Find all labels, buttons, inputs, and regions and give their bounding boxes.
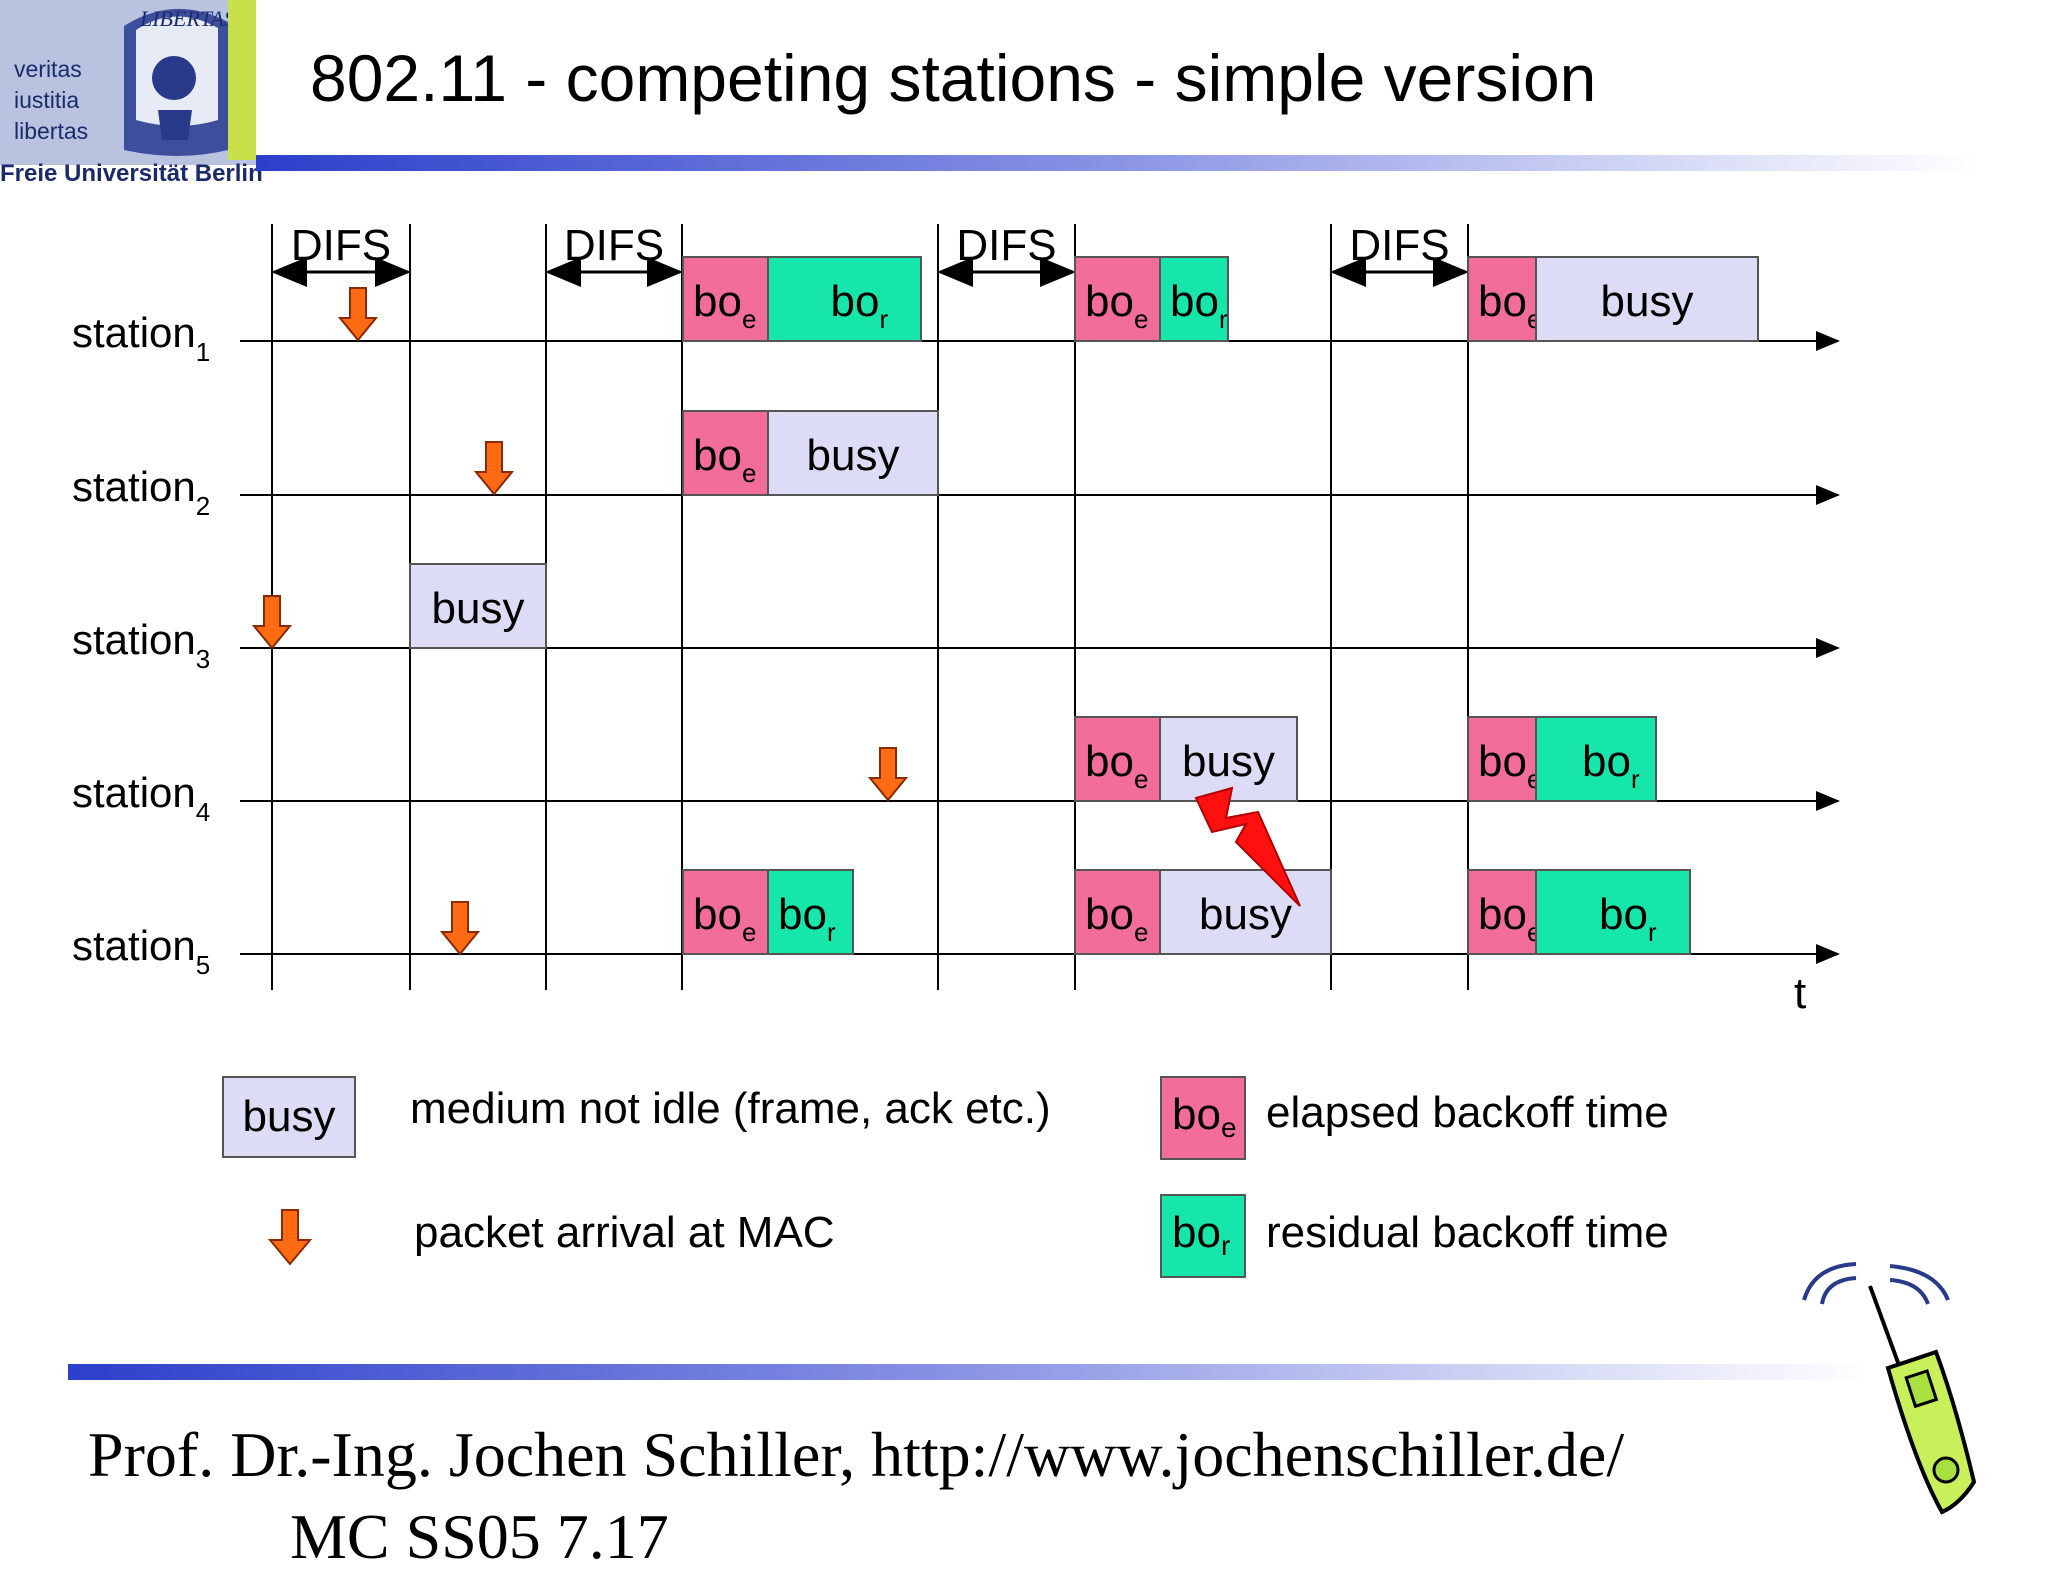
collision-lightning-icon xyxy=(1194,786,1301,907)
busy-period xyxy=(1159,869,1332,955)
backoff-label: bor xyxy=(831,277,889,334)
busy-label: busy xyxy=(1182,737,1275,786)
backoff-elapsed-segment xyxy=(682,256,769,342)
packet-arrival-icon xyxy=(337,287,379,342)
backoff-label: bor xyxy=(778,890,836,947)
backoff-residual-segment xyxy=(767,869,854,955)
backoff-elapsed-segment xyxy=(1074,716,1161,802)
busy-period xyxy=(1159,716,1298,802)
seal-icon: LIBERTAS xyxy=(124,6,232,156)
busy-label: busy xyxy=(807,431,900,480)
difs-label: DIFS xyxy=(1349,221,1449,270)
packet-arrival-icon xyxy=(473,441,515,496)
legend-busy-swatch: busy xyxy=(222,1076,356,1158)
footer-author: Prof. Dr.-Ing. Jochen Schiller, http://w… xyxy=(88,1419,1625,1490)
legend-bor-swatch: bor xyxy=(1160,1194,1246,1278)
difs-label: DIFS xyxy=(956,221,1056,270)
backoff-residual-segment xyxy=(1535,869,1691,955)
backoff-elapsed-segment xyxy=(1467,716,1537,802)
station-label: station2 xyxy=(72,463,210,521)
logo-word: veritas xyxy=(14,56,82,82)
station-label: station3 xyxy=(72,616,210,674)
page-title: 802.11 - competing stations - simple ver… xyxy=(310,41,1597,115)
busy-label: busy xyxy=(432,584,525,633)
logo-caption: Freie Universität Berlin xyxy=(0,160,263,187)
backoff-residual-segment xyxy=(1159,256,1229,342)
legend-bor-bo: bo xyxy=(1172,1208,1221,1257)
difs-label: DIFS xyxy=(564,221,664,270)
station-label: station5 xyxy=(72,922,210,980)
backoff-label: bor xyxy=(1170,277,1228,334)
legend-bor-text: residual backoff time xyxy=(1266,1208,1669,1257)
backoff-label: bor xyxy=(1582,737,1640,794)
logo-word: iustitia xyxy=(14,87,80,113)
backoff-elapsed-segment xyxy=(1074,256,1161,342)
busy-label: busy xyxy=(1199,890,1292,939)
legend-boe-bo: bo xyxy=(1172,1090,1221,1139)
backoff-residual-segment xyxy=(1535,716,1657,802)
difs-label: DIFS xyxy=(291,221,391,270)
packet-arrival-icon xyxy=(251,595,293,650)
backoff-residual-segment xyxy=(767,256,922,342)
station-label: station4 xyxy=(72,769,210,827)
busy-period xyxy=(1535,256,1759,342)
legend-boe-swatch: boe xyxy=(1160,1076,1246,1160)
title-divider xyxy=(256,155,1976,171)
slide: LIBERTAS veritas iustitia libertas Freie… xyxy=(0,0,1977,1572)
legend-boe-sub: e xyxy=(1220,1112,1237,1143)
legend-arrival-text: packet arrival at MAC xyxy=(414,1208,835,1257)
mobile-phone-icon xyxy=(1802,1262,1977,1515)
footer-divider xyxy=(68,1364,1868,1380)
logo-motto: veritas iustitia libertas xyxy=(14,54,88,147)
backoff-label: bor xyxy=(1599,890,1657,947)
seal-text: LIBERTAS xyxy=(139,6,232,31)
backoff-elapsed-segment xyxy=(1074,869,1161,955)
packet-arrival-icon xyxy=(268,1209,312,1266)
legend-bor-sub: r xyxy=(1220,1230,1231,1261)
logo-word: libertas xyxy=(14,118,89,144)
legend-busy-text: medium not idle (frame, ack etc.) xyxy=(410,1084,1051,1133)
legend-boe-text: elapsed backoff time xyxy=(1266,1088,1669,1137)
time-axis-label: t xyxy=(1794,969,1806,1018)
backoff-elapsed-segment xyxy=(682,869,769,955)
station-label: station1 xyxy=(72,309,210,367)
packet-arrival-icon xyxy=(867,747,909,802)
backoff-label: boe xyxy=(693,890,756,947)
busy-label: busy xyxy=(1601,277,1694,326)
busy-period xyxy=(409,563,547,649)
footer-course: MC SS05 7.17 xyxy=(290,1501,669,1572)
packet-arrival-icon xyxy=(439,901,481,956)
logo-accent-bar xyxy=(228,0,256,160)
busy-period xyxy=(767,410,939,496)
backoff-elapsed-segment xyxy=(1467,256,1537,342)
